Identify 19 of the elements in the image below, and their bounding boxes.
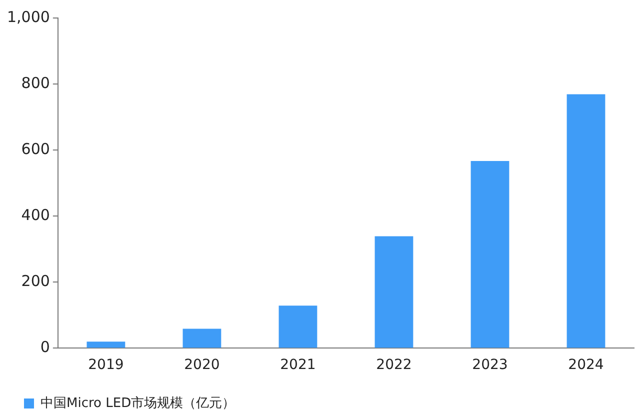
x-tick-label: 2019 xyxy=(88,357,124,374)
x-tick-label: 2021 xyxy=(280,357,316,374)
legend-label: 中国Micro LED市场规模（亿元） xyxy=(40,396,236,411)
bar xyxy=(470,160,510,348)
y-tick-label: 600 xyxy=(21,140,50,158)
y-tick-label: 0 xyxy=(40,338,50,356)
bar xyxy=(86,342,126,348)
y-tick-label: 200 xyxy=(21,272,50,290)
y-tick-label: 800 xyxy=(21,74,50,92)
x-tick-label: 2022 xyxy=(376,357,412,374)
y-tick-label: 400 xyxy=(21,206,50,224)
y-tick-label: 1,000 xyxy=(6,8,50,26)
bar xyxy=(566,94,606,348)
x-tick-label: 2024 xyxy=(568,357,604,374)
x-tick-label: 2023 xyxy=(472,357,508,374)
bar xyxy=(182,328,222,348)
bar xyxy=(278,306,318,348)
x-tick-label: 2020 xyxy=(184,357,220,374)
bar xyxy=(374,236,414,348)
